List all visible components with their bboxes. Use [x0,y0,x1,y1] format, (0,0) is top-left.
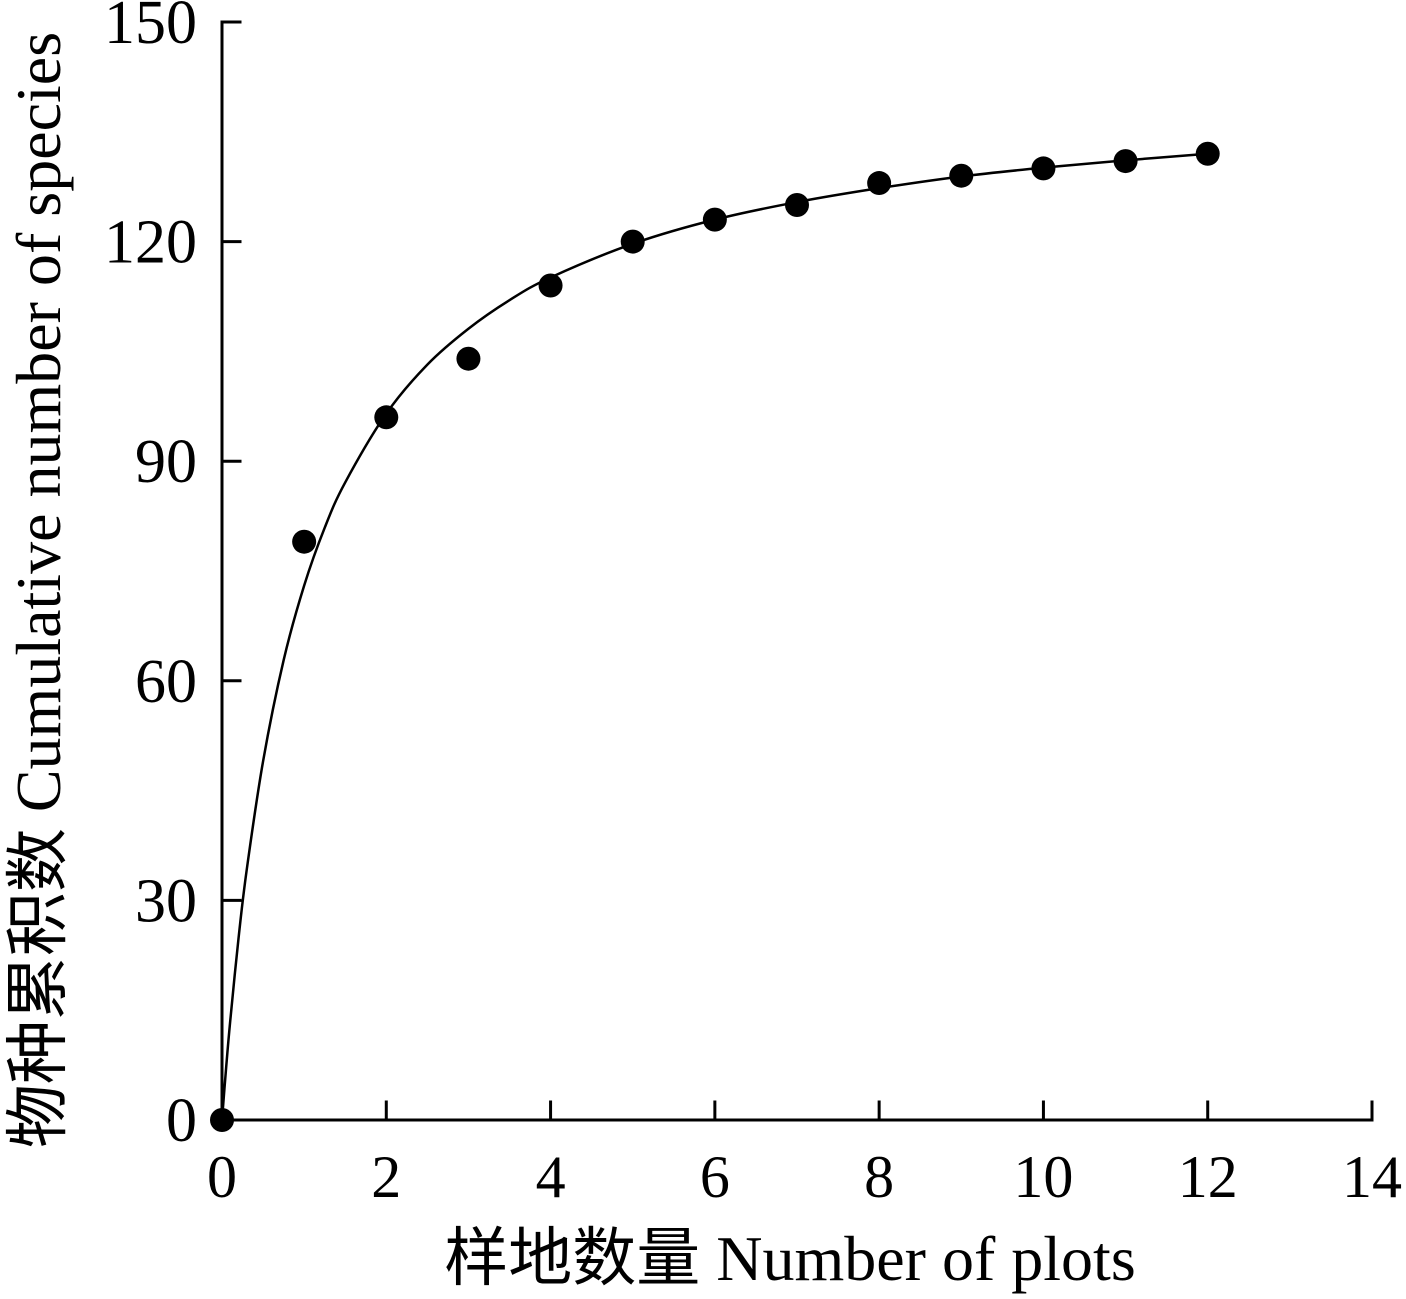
data-point [1195,141,1220,166]
x-axis-ticks: 0 2 4 6 8 10 12 14 [207,1100,1402,1210]
data-point [292,529,317,554]
x-tick-label: 0 [207,1144,237,1210]
data-point [867,171,892,196]
x-axis-title: 样地数量 Number of plots [444,1223,1136,1294]
x-tick-label: 2 [371,1144,401,1210]
data-point [785,193,809,217]
x-tick-label: 8 [864,1144,894,1210]
fitted-curve [220,152,1209,1122]
x-tick-label: 10 [1013,1144,1073,1210]
data-point [374,405,399,430]
y-tick-label: 150 [104,0,197,57]
x-tick-label: 12 [1178,1144,1238,1210]
data-point [538,273,563,298]
data-point [210,1108,234,1132]
data-point [620,229,645,254]
y-tick-label: 60 [135,648,197,716]
y-tick-label: 0 [166,1087,197,1155]
y-tick-label: 30 [135,867,197,935]
y-tick-label: 90 [135,428,197,496]
x-tick-label: 14 [1342,1144,1402,1210]
axes [220,20,1374,1122]
x-tick-label: 4 [536,1144,566,1210]
data-point [456,346,481,371]
fitted-curve-layer [220,152,1209,1122]
y-axis-title: 物种累积数 Cumulative number of species [3,32,74,1148]
data-point [1113,149,1138,174]
data-point [949,163,974,188]
x-tick-label: 6 [700,1144,730,1210]
data-points-layer [210,141,1220,1132]
y-tick-label: 120 [104,209,197,277]
data-point [1031,156,1056,181]
data-point [702,207,727,232]
y-axis-ticks: 0 30 60 90 120 150 [104,0,242,1155]
